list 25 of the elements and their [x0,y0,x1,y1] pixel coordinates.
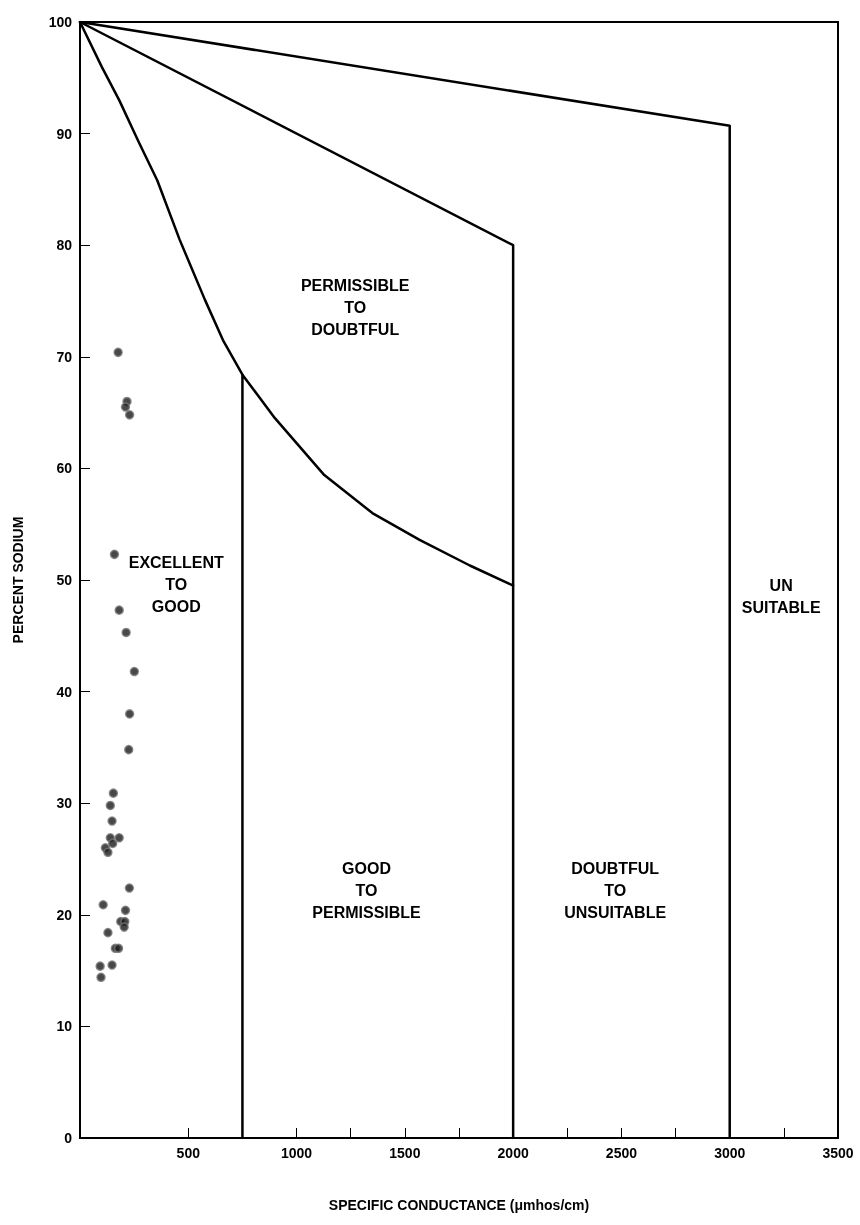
annotation: GOOD TO PERMISSIBLE [312,859,422,921]
x-tick-label: 500 [176,1145,201,1161]
y-tick-label: 70 [56,348,73,365]
y-tick-label: 80 [56,237,73,254]
x-tick-label: 2000 [497,1145,529,1161]
y-tick-label: 40 [56,683,73,700]
y-tick-label: 100 [48,14,73,30]
x-tick-label: 1500 [389,1145,421,1161]
annotation: EXCELLENT TO GOOD [128,553,225,615]
x-axis-title: SPECIFIC CONDUCTANCE (μmhos/cm) [328,1197,590,1213]
x-tick-label: 3000 [714,1145,746,1161]
x-tick-label: 2500 [605,1145,638,1161]
annotation: DOUBTFUL TO UNSUITABLE [564,859,667,921]
x-tick-label: 3500 [822,1145,854,1161]
y-tick-label: 0 [64,1130,73,1146]
y-tick-label: 60 [56,460,73,477]
y-tick-label: 50 [56,572,73,588]
y-tick-label: 90 [56,125,73,142]
y-axis-title: PERCENT SODIUM [10,516,26,644]
y-tick-label: 10 [56,1018,73,1035]
y-tick-label: 30 [56,795,73,812]
y-tick-label: 20 [56,906,73,923]
annotation: UN SUITABLE [741,577,821,617]
x-tick-label: 1000 [280,1145,313,1161]
annotation: PERMISSIBLE TO DOUBTFUL [300,277,410,339]
